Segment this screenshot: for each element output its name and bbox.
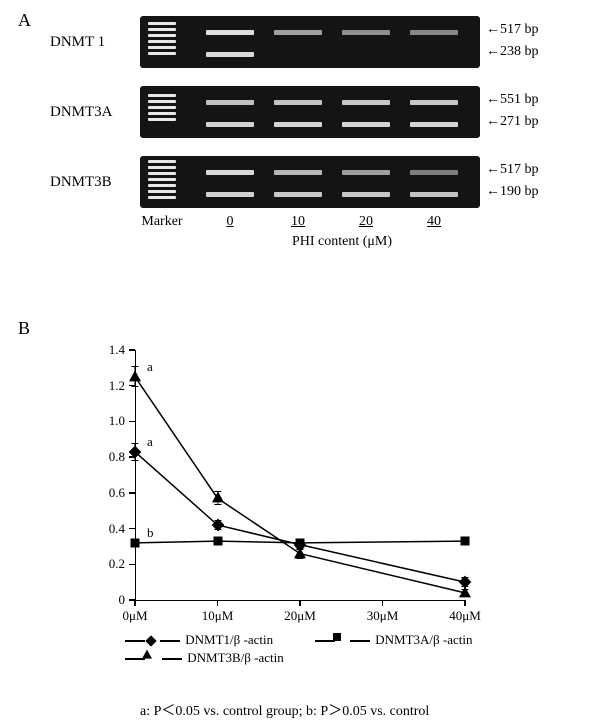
bp-label: ←551 bp: [486, 92, 539, 108]
chart-point: [212, 492, 224, 503]
chart-point: [294, 547, 306, 558]
gel-row-label: DNMT3A: [50, 104, 113, 121]
lane-label: 40: [404, 214, 464, 230]
gel-image: [140, 16, 480, 68]
panel-a-label: A: [18, 10, 31, 31]
stat-footnote: a: P＜0.05 vs. control group; b: P＞0.05 v…: [140, 700, 429, 720]
chart-point: [213, 537, 222, 546]
bp-label: ←517 bp: [486, 162, 539, 178]
chart-point: [131, 538, 140, 547]
chart-point: [459, 586, 471, 597]
bp-label: ←517 bp: [486, 22, 539, 38]
point-annotation: a: [147, 434, 153, 450]
gel-image: [140, 86, 480, 138]
bp-label: ←271 bp: [486, 114, 539, 130]
lane-label: 20: [336, 214, 396, 230]
lane-axis-title: PHI content (μM): [220, 234, 464, 250]
bp-label: ←238 bp: [486, 44, 539, 60]
legend-item: DNMT3B/β -actin: [125, 650, 284, 666]
panel-b-label: B: [18, 318, 30, 339]
point-annotation: b: [147, 525, 154, 541]
figure: { "panelA": { "label": "A", "rows": [ {"…: [0, 0, 600, 724]
gel-row-label: DNMT 1: [50, 34, 105, 51]
bp-label: ←190 bp: [486, 184, 539, 200]
chart-point: [461, 537, 470, 546]
legend-item: DNMT1/β -actin: [125, 632, 273, 648]
legend-item: DNMT3A/β -actin: [315, 632, 472, 648]
lane-label: 10: [268, 214, 328, 230]
gel-image: [140, 156, 480, 208]
chart-point: [129, 370, 141, 381]
lane-label: 0: [200, 214, 260, 230]
gel-row-label: DNMT3B: [50, 174, 112, 191]
line-chart: 00.20.40.60.81.01.21.40μM10μM20μM30μM40μ…: [85, 340, 485, 640]
point-annotation: a: [147, 359, 153, 375]
lane-label-marker: Marker: [132, 214, 192, 230]
